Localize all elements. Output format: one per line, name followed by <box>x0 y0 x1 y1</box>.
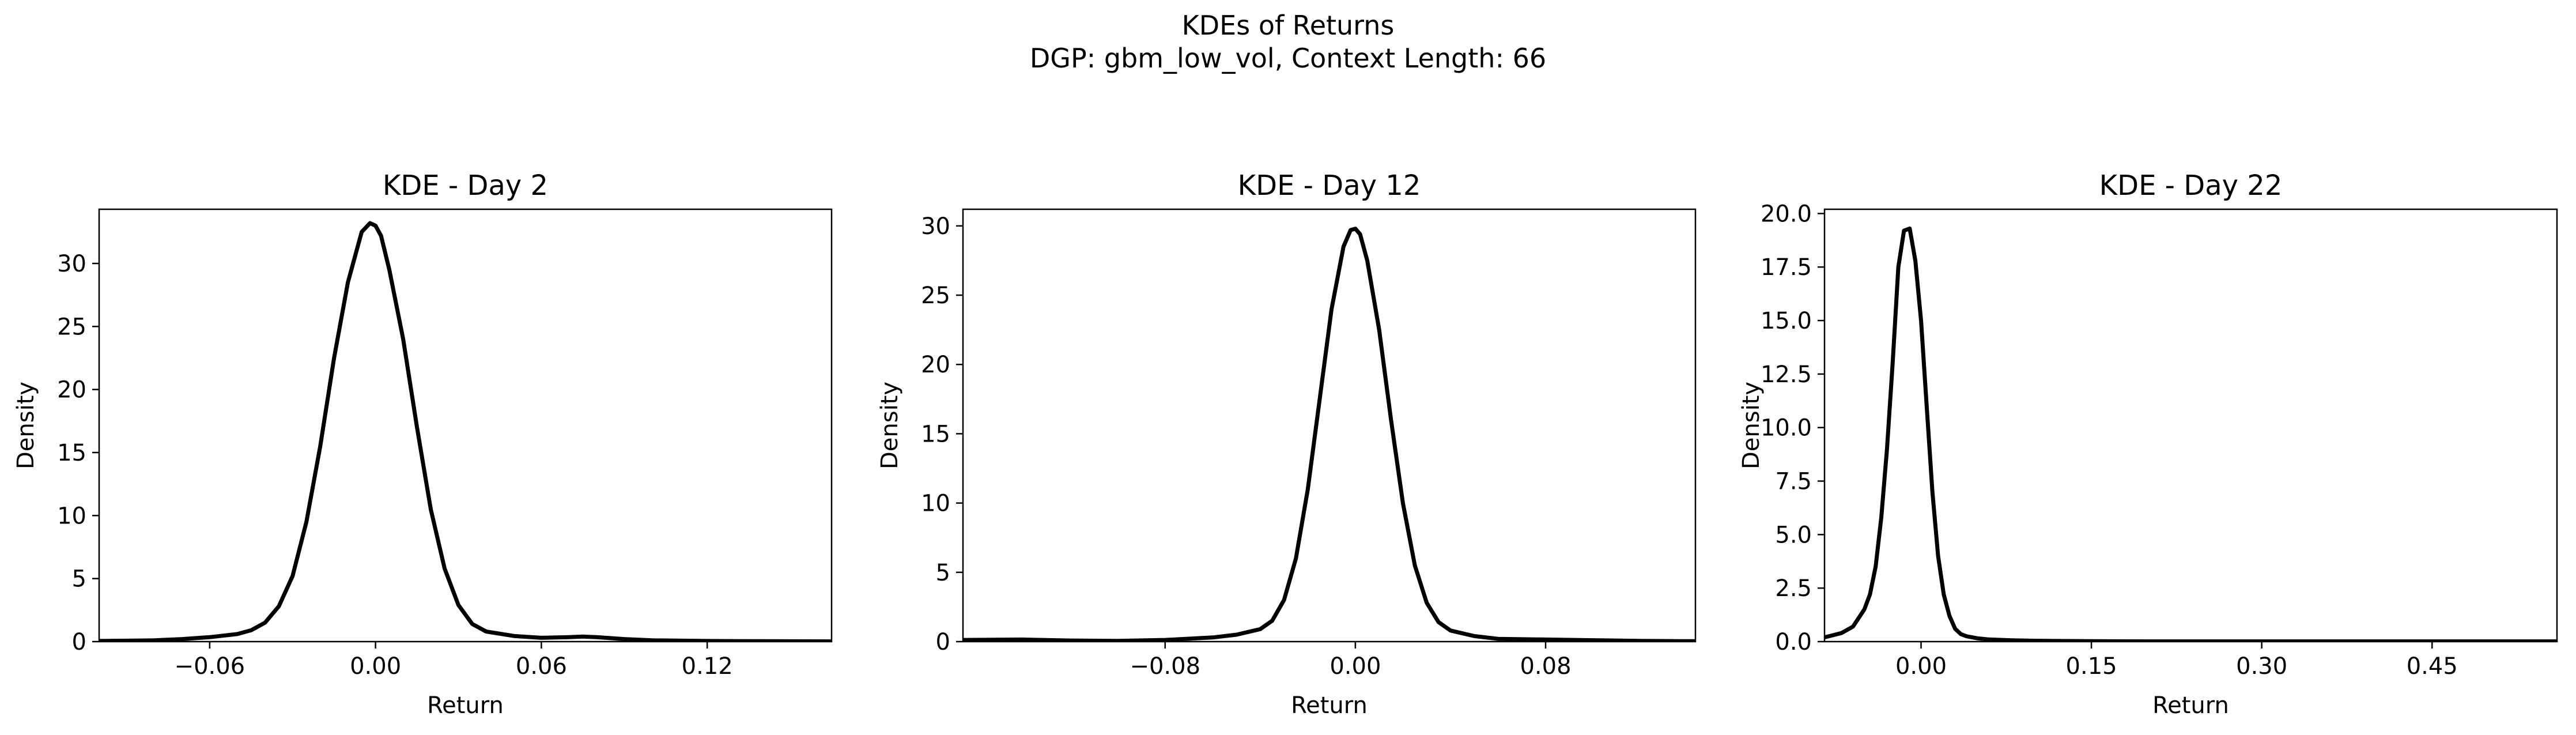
x-axis-label: Return <box>427 692 504 719</box>
y-tick-label: 7.5 <box>1775 469 1812 495</box>
y-tick-label: 10 <box>57 503 86 529</box>
chart-title: KDEs of Returns <box>1181 10 1395 41</box>
y-tick-label: 10.0 <box>1761 415 1812 442</box>
y-tick-label: 30 <box>921 213 950 240</box>
y-tick-label: 30 <box>57 251 86 277</box>
y-tick-label: 15 <box>57 440 86 466</box>
y-axis-label: Density <box>877 382 903 469</box>
panel-title: KDE - Day 2 <box>383 169 548 202</box>
y-tick-label: 15 <box>921 421 950 447</box>
y-tick-label: 5 <box>936 560 950 586</box>
y-tick-label: 0.0 <box>1775 629 1812 655</box>
panel-title: KDE - Day 12 <box>1238 169 1421 202</box>
y-tick-label: 25 <box>921 282 950 309</box>
y-tick-label: 5.0 <box>1775 522 1812 548</box>
y-tick-label: 25 <box>57 314 86 340</box>
y-tick-label: 20.0 <box>1761 201 1812 227</box>
x-tick-label: −0.06 <box>175 653 245 680</box>
kde-panel-3: 0.00 0.15 0.30 0.45 0.0 2.5 5.0 7.5 10.0 12.5 15.0… <box>1738 169 2558 719</box>
y-tick-label: 17.5 <box>1761 254 1812 281</box>
y-tick-label: 2.5 <box>1775 575 1812 602</box>
x-tick-label: 0.06 <box>516 653 567 680</box>
x-tick-label: 0.00 <box>350 653 401 680</box>
y-tick-label: 10 <box>921 491 950 517</box>
x-tick-label: 0.00 <box>1895 653 1947 680</box>
y-tick-label: 15.0 <box>1761 308 1812 334</box>
y-tick-label: 0 <box>72 629 86 655</box>
x-tick-label: 0.15 <box>2066 653 2117 680</box>
x-tick-label: 0.08 <box>1520 653 1571 680</box>
kde-curve <box>99 221 832 642</box>
y-tick-label: 20 <box>57 377 86 404</box>
y-axis-label: Density <box>1738 382 1765 469</box>
y-tick-label: 5 <box>72 566 86 593</box>
axes-frame <box>98 208 833 643</box>
x-tick-label: 0.00 <box>1329 653 1381 680</box>
y-tick-label: 12.5 <box>1761 361 1812 388</box>
x-tick-label: 0.45 <box>2407 653 2458 680</box>
panel-title: KDE - Day 22 <box>2099 169 2283 202</box>
chart-subtitle: DGP: gbm_low_vol, Context Length: 66 <box>1029 43 1547 74</box>
x-axis-label: Return <box>1291 692 1368 719</box>
x-tick-label: 0.12 <box>682 653 733 680</box>
y-tick-label: 0 <box>936 629 950 655</box>
x-axis-label: Return <box>2152 692 2229 719</box>
y-axis-label: Density <box>13 382 39 469</box>
figure-title-block: KDEs of Returns DGP: gbm_low_vol, Contex… <box>0 9 2576 75</box>
y-tick-label: 20 <box>921 352 950 378</box>
kde-panel-1: −0.06 0.00 0.06 0.12 0 5 10 15 20 25 30 KDE - Day 2… <box>13 169 833 719</box>
kde-curve <box>963 227 1695 642</box>
axes-frame <box>962 208 1697 643</box>
x-tick-label: −0.08 <box>1130 653 1200 680</box>
kde-panel-2: −0.08 0.00 0.08 0 5 10 15 20 25 30 KDE - Day 12 Ret… <box>877 169 1697 719</box>
axes-frame <box>1823 208 2558 643</box>
kde-curve <box>1825 226 2557 642</box>
x-tick-label: 0.30 <box>2236 653 2287 680</box>
